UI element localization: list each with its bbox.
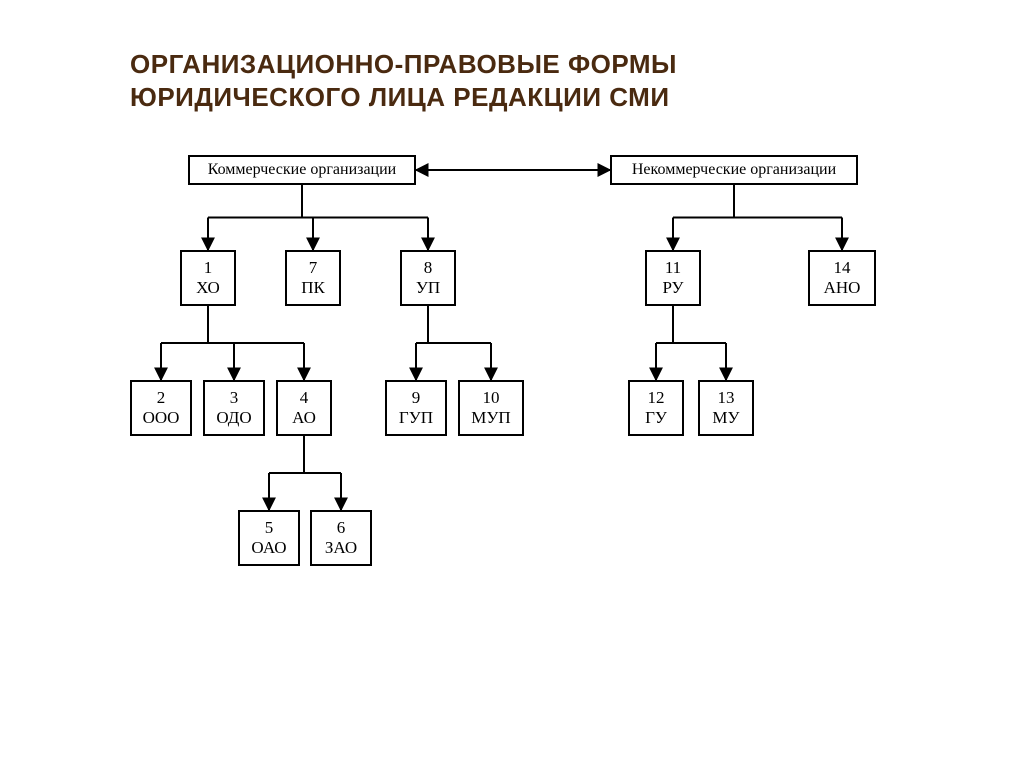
- node-n12: 12ГУ: [628, 380, 684, 436]
- node-label: АО: [292, 408, 316, 428]
- node-label: ГУП: [399, 408, 433, 428]
- node-label: УП: [416, 278, 440, 298]
- node-label: Коммерческие организации: [208, 161, 397, 179]
- node-n4: 4АО: [276, 380, 332, 436]
- node-n3: 3ОДО: [203, 380, 265, 436]
- node-label: ПК: [301, 278, 325, 298]
- node-n5: 5ОАО: [238, 510, 300, 566]
- node-n14: 14АНО: [808, 250, 876, 306]
- node-num: 3: [230, 388, 239, 408]
- node-label: ОАО: [251, 538, 286, 558]
- node-label: АНО: [824, 278, 861, 298]
- node-label: МУ: [712, 408, 739, 428]
- title-line1: ОРГАНИЗАЦИОННО-ПРАВОВЫЕ ФОРМЫ: [130, 49, 677, 79]
- node-num: 13: [718, 388, 735, 408]
- node-label: РУ: [662, 278, 683, 298]
- node-num: 14: [834, 258, 851, 278]
- node-n1: 1ХО: [180, 250, 236, 306]
- node-num: 5: [265, 518, 274, 538]
- node-num: 4: [300, 388, 309, 408]
- node-label: Некоммерческие организации: [632, 161, 836, 179]
- node-num: 9: [412, 388, 421, 408]
- node-n7: 7ПК: [285, 250, 341, 306]
- node-label: МУП: [471, 408, 510, 428]
- node-num: 7: [309, 258, 318, 278]
- node-label: ГУ: [645, 408, 667, 428]
- node-num: 6: [337, 518, 346, 538]
- node-label: ХО: [196, 278, 220, 298]
- node-num: 8: [424, 258, 433, 278]
- node-n13: 13МУ: [698, 380, 754, 436]
- node-n11: 11РУ: [645, 250, 701, 306]
- page-title: ОРГАНИЗАЦИОННО-ПРАВОВЫЕ ФОРМЫ ЮРИДИЧЕСКО…: [130, 48, 910, 113]
- node-commercial: Коммерческие организации: [188, 155, 416, 185]
- node-n2: 2ООО: [130, 380, 192, 436]
- node-n8: 8УП: [400, 250, 456, 306]
- node-num: 12: [648, 388, 665, 408]
- node-num: 11: [665, 258, 681, 278]
- title-line2: ЮРИДИЧЕСКОГО ЛИЦА РЕДАКЦИИ СМИ: [130, 82, 670, 112]
- node-label: ООО: [143, 408, 180, 428]
- node-label: ЗАО: [325, 538, 357, 558]
- org-chart: Коммерческие организации Некоммерческие о…: [130, 155, 920, 695]
- node-num: 2: [157, 388, 166, 408]
- node-num: 1: [204, 258, 213, 278]
- node-n9: 9ГУП: [385, 380, 447, 436]
- node-noncommercial: Некоммерческие организации: [610, 155, 858, 185]
- node-num: 10: [483, 388, 500, 408]
- node-n10: 10МУП: [458, 380, 524, 436]
- node-n6: 6ЗАО: [310, 510, 372, 566]
- node-label: ОДО: [216, 408, 251, 428]
